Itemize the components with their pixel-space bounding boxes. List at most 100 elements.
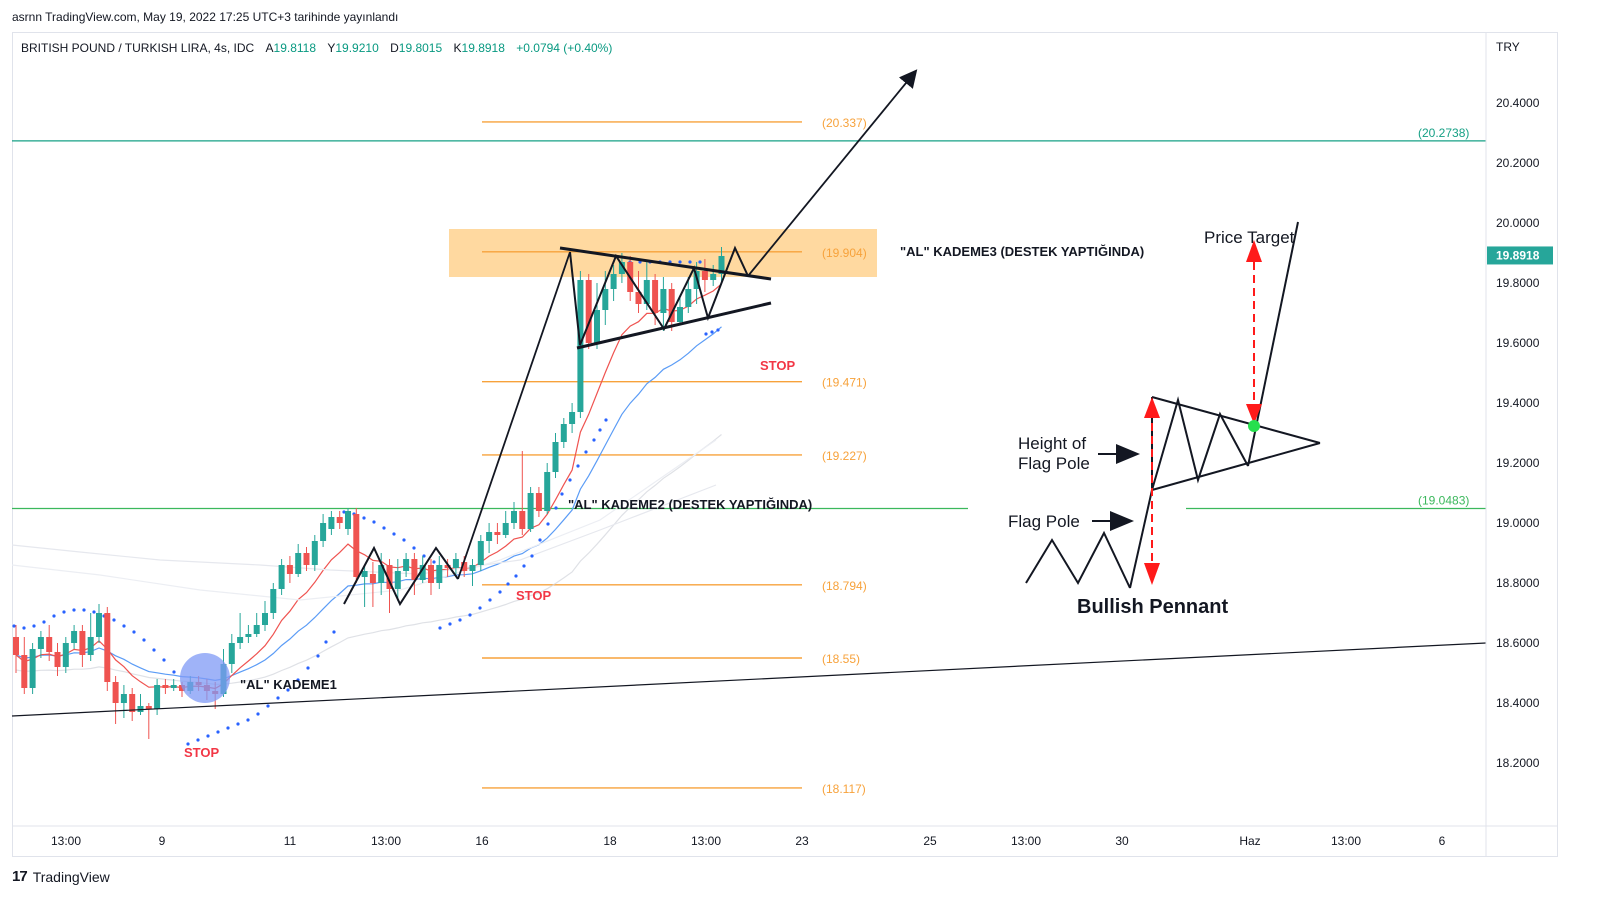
sar-dot (362, 516, 366, 520)
y-tick-label: 19.2000 (1496, 456, 1540, 470)
schematic-zigzag (1151, 396, 1249, 491)
candle-body (62, 643, 69, 667)
sar-dot (438, 626, 442, 630)
ribbon-line (11, 484, 717, 575)
candle-body (104, 613, 111, 682)
sar-dot (196, 738, 200, 742)
open-value: 19.8118 (273, 41, 317, 55)
candle-body (469, 565, 476, 571)
sar-dot (560, 492, 564, 496)
candle-body (37, 637, 44, 649)
sar-dot (324, 640, 328, 644)
candle-body (552, 442, 559, 472)
currency-label: TRY (1496, 40, 1520, 54)
candle-body (602, 289, 609, 310)
candle-body (618, 262, 625, 274)
y-tick-label: 19.6000 (1496, 336, 1540, 350)
candle-body (179, 685, 185, 691)
candle-body (137, 706, 144, 712)
sar-dot (122, 624, 126, 628)
down-arrow-icon (1144, 563, 1160, 585)
candle-body (544, 472, 551, 511)
candle-body (535, 493, 542, 511)
candle-body (262, 613, 268, 625)
candle-body (444, 565, 451, 568)
x-tick-label: 25 (923, 834, 937, 848)
height-of-flag-pole-label: Flag Pole (1018, 454, 1090, 473)
candle-body (328, 517, 335, 529)
candle-body (436, 565, 443, 583)
candle-body (718, 256, 725, 274)
sar-dot (716, 328, 720, 332)
sar-dot (704, 332, 708, 336)
sar-dot (172, 670, 176, 674)
y-tick-label: 18.4000 (1496, 696, 1540, 710)
sar-dot (604, 418, 608, 422)
ribbon-line (11, 439, 717, 601)
y-tick-label: 19.0000 (1496, 516, 1540, 530)
candle-body (237, 637, 244, 643)
change-value: +0.0794 (+0.40%) (516, 41, 613, 55)
pennant-upper-line (559, 246, 772, 281)
candle-body (710, 274, 717, 280)
horizontal-line-label: (19.0483) (1418, 494, 1469, 508)
candle-body (162, 685, 169, 688)
candle-body (286, 565, 293, 574)
tradingview-logo[interactable]: 17 TradingView (12, 868, 110, 885)
candle-body (320, 523, 327, 541)
fib-level-label: (18.55) (822, 652, 860, 666)
sar-dot (342, 510, 346, 514)
candle-body (170, 685, 177, 688)
candle-body (120, 694, 127, 703)
sar-dot (568, 478, 572, 482)
fib-level-label: (18.794) (822, 579, 867, 593)
tradingview-brand-text: TradingView (32, 868, 110, 885)
schematic-zigzag (1025, 530, 1131, 589)
x-tick-label: 9 (159, 834, 166, 848)
close-label: K (453, 41, 462, 55)
low-label: D (390, 41, 399, 55)
candle-body (129, 694, 136, 712)
y-tick-label: 18.2000 (1496, 756, 1540, 770)
stop-label: STOP (184, 745, 219, 760)
sar-dot (598, 428, 602, 432)
sar-dot (514, 574, 518, 578)
up-arrow-icon (1246, 240, 1262, 262)
fib-highlight-band (449, 229, 877, 277)
candle-body (394, 571, 401, 589)
candle-body (511, 511, 517, 523)
sar-dot (392, 532, 396, 536)
candle-body (303, 553, 310, 565)
y-tick-label: 20.0000 (1496, 216, 1540, 230)
schematic-pole (1129, 489, 1153, 589)
candle-body (494, 532, 501, 535)
sar-dot (538, 538, 542, 542)
sar-dot (186, 742, 190, 746)
x-tick-label: 13:00 (1011, 834, 1041, 848)
sar-dot (286, 688, 290, 692)
candle-body (369, 574, 376, 583)
pennant-lower-line (576, 301, 772, 350)
fib-level-label: (19.227) (822, 449, 867, 463)
kademe2-label: "AL" KADEME2 (DESTEK YAPTIĞINDA) (568, 497, 812, 512)
up-arrow-icon (1144, 397, 1160, 418)
candle-body (336, 517, 343, 523)
candle-body (253, 625, 260, 634)
last-price-value: 19.8918 (1496, 248, 1540, 262)
candle-body (635, 292, 642, 304)
sar-dot (382, 526, 386, 530)
candle-body (46, 637, 53, 652)
candle-body (154, 685, 161, 709)
fib-level-label: (19.904) (822, 246, 867, 260)
candle-body (527, 493, 534, 529)
sar-dot (82, 608, 86, 612)
sar-dot (458, 618, 462, 622)
candle-body (228, 643, 235, 664)
y-tick-label: 19.4000 (1496, 396, 1540, 410)
sar-dot (306, 666, 310, 670)
candle-body (677, 307, 683, 322)
candle-body (594, 310, 600, 343)
candle-body (378, 565, 385, 583)
sar-dot (142, 638, 146, 642)
